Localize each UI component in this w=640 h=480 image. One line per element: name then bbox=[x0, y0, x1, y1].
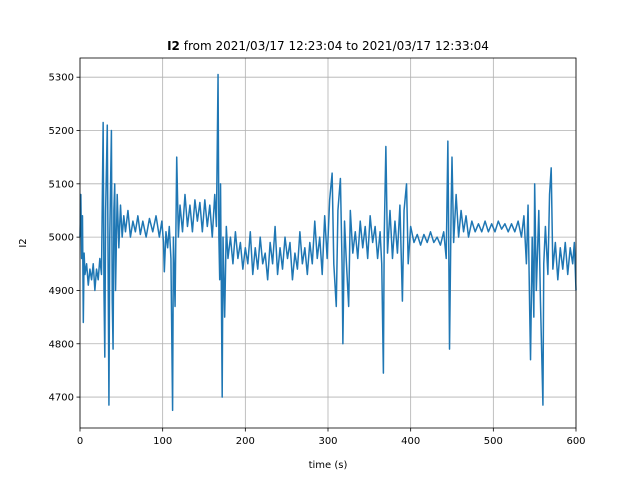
y-tick-label: 4700 bbox=[49, 393, 74, 404]
chart-title: I2 from 2021/03/17 12:23:04 to 2021/03/1… bbox=[167, 39, 489, 53]
x-tick-label: 400 bbox=[401, 436, 420, 447]
plot-frame bbox=[79, 57, 577, 429]
x-axis-label: time (s) bbox=[309, 460, 348, 471]
y-tick-label: 5000 bbox=[49, 233, 74, 244]
title-variable: I2 bbox=[167, 39, 180, 53]
x-tick-label: 600 bbox=[566, 436, 585, 447]
y-tick-label: 5100 bbox=[49, 179, 74, 190]
x-tick-label: 200 bbox=[236, 436, 255, 447]
x-tick-label: 0 bbox=[77, 436, 83, 447]
x-tick-label: 300 bbox=[318, 436, 337, 447]
x-tick-label: 100 bbox=[153, 436, 172, 447]
y-tick-label: 4800 bbox=[49, 339, 74, 350]
y-tick-label: 5200 bbox=[49, 126, 74, 137]
y-tick-label: 4900 bbox=[49, 286, 74, 297]
y-axis-label: I2 bbox=[18, 238, 29, 247]
data-line bbox=[79, 73, 577, 412]
title-text: from 2021/03/17 12:23:04 to 2021/03/17 1… bbox=[184, 39, 489, 53]
y-tick-label: 5300 bbox=[49, 73, 74, 84]
x-tick-label: 500 bbox=[484, 436, 503, 447]
